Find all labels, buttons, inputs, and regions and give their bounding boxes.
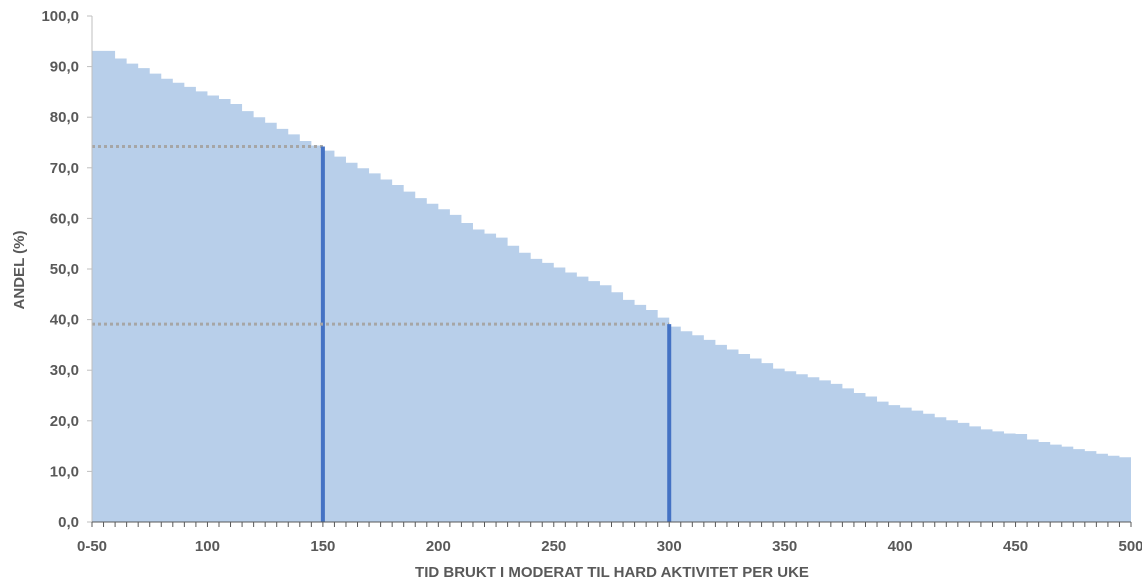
- y-axis-title: ANDEL (%): [11, 231, 28, 310]
- x-tick-label: 300: [657, 538, 682, 555]
- guide-lines: [92, 145, 672, 522]
- x-tick-label: 150: [310, 538, 335, 555]
- x-tick-label: 500: [1118, 538, 1142, 555]
- x-tick-labels: 0-50 100 150 200 250 300 350 400 450 500: [77, 522, 1142, 555]
- stepped-area-series: [92, 50, 1131, 522]
- x-tick-label: 400: [888, 538, 913, 555]
- y-tick-label: 90,0: [50, 59, 79, 76]
- y-tick-label: 70,0: [50, 160, 79, 177]
- y-tick-label: 60,0: [50, 210, 79, 227]
- y-tick-label: 30,0: [50, 362, 79, 379]
- y-tick-label: 0,0: [58, 514, 79, 531]
- plot-area: [92, 50, 1131, 522]
- x-tick-label: 100: [195, 538, 220, 555]
- y-tick-label: 100,0: [41, 8, 79, 25]
- x-tick-label: 0-50: [77, 538, 107, 555]
- x-axis-title: TID BRUKT I MODERAT TIL HARD AKTIVITET P…: [415, 564, 809, 581]
- x-tick-label: 200: [426, 538, 451, 555]
- x-tick-label: 350: [772, 538, 797, 555]
- y-tick-labels: 0,0 10,0 20,0 30,0 40,0 50,0 60,0 70,0 80,0 90,0 1…: [41, 8, 92, 531]
- x-tick-label: 250: [541, 538, 566, 555]
- x-tick-label: 450: [1003, 538, 1028, 555]
- y-tick-label: 20,0: [50, 413, 79, 430]
- y-tick-label: 80,0: [50, 109, 79, 126]
- y-tick-label: 10,0: [50, 463, 79, 480]
- y-tick-label: 50,0: [50, 261, 79, 278]
- y-tick-label: 40,0: [50, 312, 79, 329]
